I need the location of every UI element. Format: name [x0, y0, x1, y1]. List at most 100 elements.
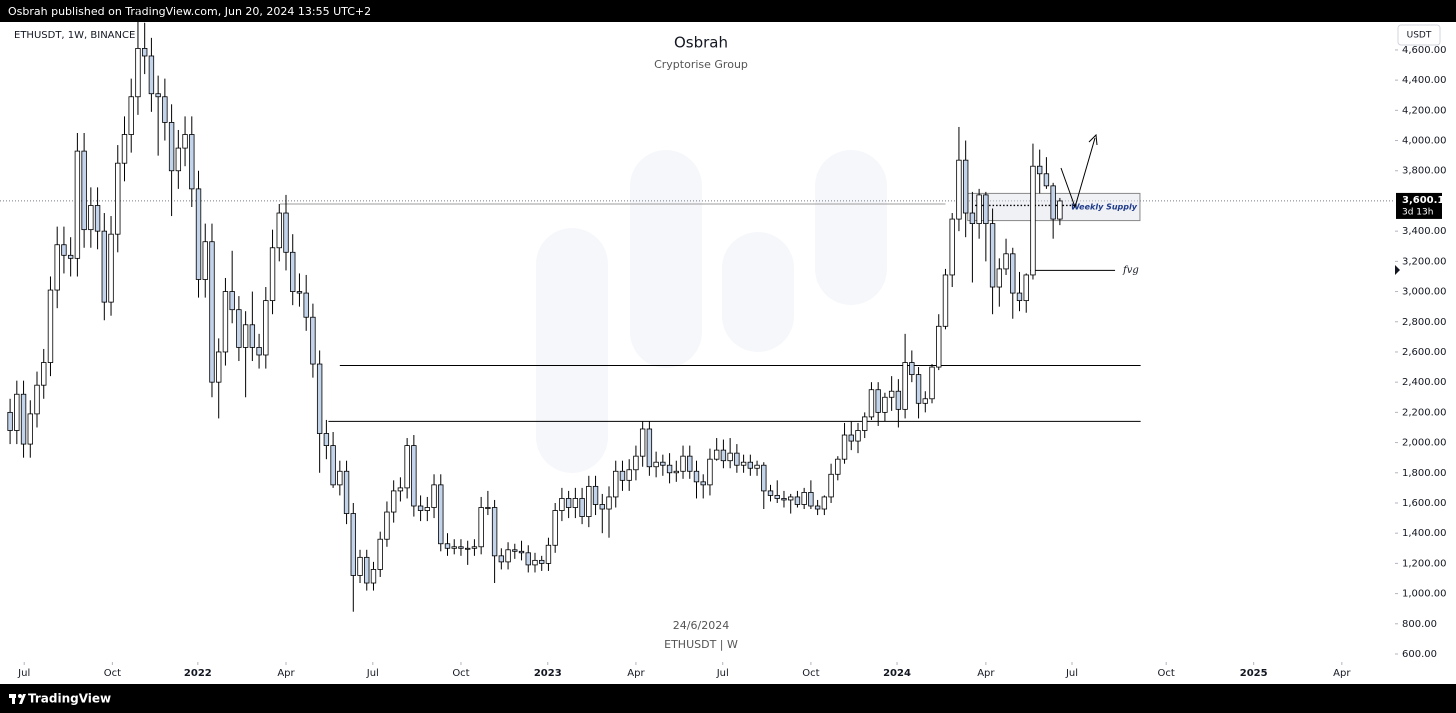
candle-body	[653, 461, 659, 468]
candle-body	[949, 218, 955, 276]
chart-subtitle: Cryptorise Group	[654, 58, 748, 71]
candle	[249, 291, 256, 362]
candle-body	[303, 292, 309, 318]
candle-body	[693, 470, 700, 483]
candle	[465, 540, 471, 565]
candle-body	[168, 122, 175, 172]
x-tick-label: Jul	[1065, 668, 1078, 679]
candle	[269, 229, 276, 315]
y-tick-label: 1,800.00	[1402, 468, 1447, 479]
candle	[841, 422, 848, 464]
candle-body	[1023, 274, 1029, 302]
candle	[310, 303, 316, 378]
y-tick-label: 2,600.00	[1402, 347, 1447, 358]
candle-body	[242, 324, 249, 348]
candle-body	[512, 549, 518, 552]
y-tick-label: 3,000.00	[1402, 287, 1447, 298]
candle-body	[54, 244, 60, 291]
projection-arrow	[1060, 133, 1098, 209]
footer-brand: TradingView	[28, 692, 111, 706]
candle-body	[996, 268, 1003, 288]
candle-body	[88, 205, 94, 231]
candle-body	[444, 543, 451, 549]
candle-body	[902, 362, 908, 410]
candle-body	[41, 362, 47, 386]
candle	[747, 454, 754, 476]
candle	[411, 435, 417, 517]
candle-body	[330, 445, 336, 486]
candle	[141, 22, 148, 75]
x-tick-label: Oct	[1158, 668, 1175, 679]
candle-body	[121, 134, 128, 164]
candle-body	[128, 96, 134, 135]
watermark-date: 24/6/2024	[673, 619, 729, 632]
candle	[27, 400, 33, 458]
candle	[518, 540, 525, 561]
candle	[606, 486, 612, 538]
candle-body	[801, 492, 807, 505]
candle-body	[67, 254, 74, 259]
candle-body	[579, 498, 585, 517]
candle	[202, 223, 208, 298]
x-tick-label: Apr	[277, 668, 295, 679]
candle	[343, 460, 350, 525]
candle	[478, 496, 484, 555]
candle-body	[962, 159, 969, 214]
candle	[7, 398, 13, 445]
candle-body	[431, 484, 437, 508]
candle	[417, 495, 424, 522]
candle	[505, 542, 511, 570]
candle-body	[518, 550, 525, 554]
candle	[47, 276, 54, 377]
supply-zone-label: Weekly Supply	[1071, 202, 1138, 211]
y-tick-label: 2,000.00	[1402, 438, 1447, 449]
candle-body	[875, 389, 881, 413]
y-tick-label: 4,400.00	[1402, 75, 1447, 86]
watermark-logo	[536, 150, 887, 473]
candle-body	[828, 473, 834, 498]
currency-box[interactable]	[1397, 24, 1441, 46]
candle	[1023, 273, 1029, 313]
candle	[303, 274, 309, 331]
candle	[20, 380, 27, 458]
candle-body	[895, 390, 902, 410]
candle	[209, 223, 215, 398]
candle	[626, 459, 632, 491]
candle	[236, 296, 242, 362]
candle-body	[458, 546, 464, 549]
candle-body	[20, 393, 27, 445]
candle	[734, 444, 740, 473]
x-tick-label: Apr	[627, 668, 645, 679]
candle	[586, 475, 592, 528]
x-tick-label: 2022	[184, 668, 212, 679]
candle	[969, 191, 976, 283]
candle	[835, 456, 841, 481]
candle	[922, 391, 928, 413]
candle	[545, 537, 552, 571]
candle-body	[34, 384, 40, 415]
candle	[862, 412, 868, 439]
candle	[296, 273, 303, 307]
candle	[88, 187, 94, 248]
candle-body	[774, 495, 780, 499]
axis-marker	[1395, 265, 1400, 275]
candle-body	[781, 498, 787, 501]
candle-body	[7, 411, 13, 431]
candle-body	[983, 194, 989, 225]
x-tick-label: Oct	[452, 668, 469, 679]
candle	[989, 208, 996, 315]
candle-body	[370, 569, 377, 584]
x-tick-label: Jul	[716, 668, 729, 679]
candle-body	[592, 485, 599, 505]
candle-body	[539, 559, 545, 564]
candle	[666, 453, 673, 484]
candle-body	[808, 492, 814, 507]
candle-body	[269, 247, 276, 302]
candle-body	[438, 484, 444, 545]
candle-body	[848, 434, 854, 442]
candle	[895, 379, 902, 428]
candle	[539, 555, 545, 571]
candle-body	[209, 241, 215, 383]
candle	[242, 311, 249, 398]
level-label: fvg	[1122, 265, 1139, 276]
